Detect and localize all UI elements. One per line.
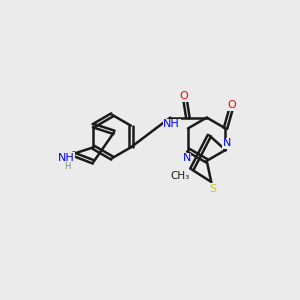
Text: NH: NH [163, 119, 180, 129]
Text: H: H [64, 162, 71, 171]
Text: CH₃: CH₃ [170, 171, 190, 181]
Text: O: O [228, 100, 237, 110]
Text: N: N [223, 138, 231, 148]
Text: O: O [179, 91, 188, 101]
Text: NH: NH [58, 153, 74, 163]
Text: S: S [209, 184, 216, 194]
Text: N: N [182, 153, 191, 163]
